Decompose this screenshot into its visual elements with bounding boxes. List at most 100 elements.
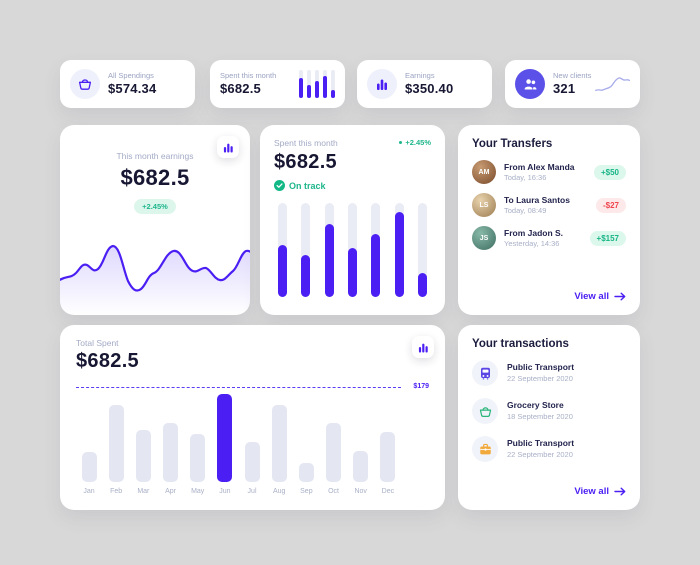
transfer-name: From Alex Manda (504, 161, 575, 172)
mini-bar-fill (315, 81, 319, 98)
month-bar-area (353, 394, 369, 482)
transfer-row[interactable]: LS To Laura Santos Today, 08:49 -$27 (472, 193, 626, 217)
month-column[interactable]: May (187, 387, 209, 495)
stat-card-new-clients[interactable]: New clients 321 (505, 60, 640, 108)
bar-fill (417, 272, 427, 297)
transaction-text: Grocery Store 18 September 2020 (507, 400, 573, 422)
bar-track (324, 203, 334, 297)
bar-track (394, 203, 404, 297)
month-column[interactable]: Sep (295, 387, 317, 495)
people-icon (515, 69, 545, 99)
transfer-text: From Jadon S. Yesterday, 14:36 (504, 228, 563, 249)
month-label: Jan (83, 488, 95, 495)
month-label: Jul (247, 488, 257, 495)
clients-sparkline (594, 77, 630, 92)
mini-bar-track (323, 70, 327, 98)
month-bar-area (81, 394, 97, 482)
month-bar (190, 434, 206, 482)
monthly-bars: Jan Feb Mar Apr May Jun Jul Aug Sep Oct Nov Dec (78, 387, 399, 495)
spent-label: Spent this month (274, 138, 338, 148)
transactions-card: Your transactions Public Transport 22 Sep… (458, 325, 640, 510)
month-label: Oct (328, 488, 339, 495)
month-label: Apr (165, 488, 176, 495)
arrow-right-icon (614, 292, 626, 301)
spent-bar-chart (274, 203, 431, 297)
transaction-row[interactable]: Grocery Store 18 September 2020 (472, 398, 626, 424)
transaction-date: 22 September 2020 (507, 373, 573, 383)
arrow-right-icon (614, 487, 626, 496)
month-bar (298, 462, 314, 482)
month-column[interactable]: Mar (132, 387, 154, 495)
transfers-title: Your Transfers (472, 138, 553, 150)
avatar: LS (472, 193, 496, 217)
earnings-label: This month earnings (116, 151, 194, 161)
bar-fill (278, 245, 287, 297)
month-bar (135, 430, 151, 482)
stat-card-spent-month[interactable]: Spent this month $682.5 (210, 60, 345, 108)
total-spent-label: Total Spent (76, 338, 119, 348)
basket-icon (472, 398, 498, 424)
transactions-view-all-link[interactable]: View all (574, 486, 626, 497)
month-column[interactable]: Oct (323, 387, 345, 495)
month-bar (244, 441, 260, 482)
month-column[interactable]: Jul (241, 387, 263, 495)
check-circle-icon (274, 180, 285, 191)
month-column[interactable]: Feb (105, 387, 127, 495)
bar-track (417, 203, 427, 297)
transfer-row[interactable]: AM From Alex Manda Today, 16:36 +$50 (472, 160, 626, 184)
month-column[interactable]: Nov (350, 387, 372, 495)
transaction-row[interactable]: Public Transport 22 September 2020 (472, 360, 626, 386)
bar-track (347, 203, 357, 297)
month-label: Sep (300, 488, 313, 495)
bar-fill (371, 234, 381, 297)
month-column[interactable]: Aug (268, 387, 290, 495)
threshold-dashed-line (76, 387, 401, 388)
month-bar-area (271, 394, 287, 482)
transfer-time: Yesterday, 14:36 (504, 238, 560, 248)
month-column[interactable]: Dec (377, 387, 399, 495)
month-label: May (191, 488, 205, 495)
chart-toggle-button[interactable] (412, 336, 434, 358)
transactions-title: Your transactions (472, 338, 569, 350)
avatar: JS (472, 226, 496, 250)
transaction-date: 22 September 2020 (507, 449, 573, 459)
earnings-value: $682.5 (120, 165, 190, 190)
stat-card-all-spendings[interactable]: All Spendings $574.34 (60, 60, 195, 108)
transfers-list: AM From Alex Manda Today, 16:36 +$50 LS To La… (472, 160, 626, 250)
month-label: Aug (272, 488, 286, 495)
transaction-date: 18 September 2020 (507, 411, 573, 421)
stat-value: $350.40 (405, 80, 454, 96)
on-track-status: On track (274, 180, 431, 191)
month-bar (217, 394, 233, 482)
transaction-name: Grocery Store (507, 400, 564, 411)
month-bar (163, 423, 179, 482)
earnings-change-badge: +2.45% (134, 199, 176, 214)
month-column[interactable]: Apr (160, 387, 182, 495)
month-label: Feb (110, 488, 123, 495)
month-bar (326, 423, 342, 482)
stat-card-earnings[interactable]: Earnings $350.40 (357, 60, 492, 108)
month-bar-area (326, 394, 342, 482)
total-spent-chart: $179 Jan Feb Mar Apr May Jun Jul Aug Sep Oct Nov De… (76, 383, 429, 495)
month-column[interactable]: Jan (78, 387, 100, 495)
month-label: Mar (137, 488, 150, 495)
bar-fill (394, 212, 404, 297)
mini-bar-track (307, 70, 311, 98)
bar-track (371, 203, 381, 297)
transfer-row[interactable]: JS From Jadon S. Yesterday, 14:36 +$157 (472, 226, 626, 250)
bar-chart-icon (367, 69, 397, 99)
transfer-text: To Laura Santos Today, 08:49 (504, 195, 570, 216)
stat-label: Earnings (405, 71, 435, 81)
chart-toggle-button[interactable] (217, 136, 239, 158)
earnings-line-chart (60, 244, 250, 315)
transfers-card: Your Transfers AM From Alex Manda Today, 1… (458, 125, 640, 315)
mini-bar-track (315, 70, 319, 98)
case-icon (472, 436, 498, 462)
transaction-row[interactable]: Public Transport 22 September 2020 (472, 436, 626, 462)
transaction-text: Public Transport 22 September 2020 (507, 362, 574, 384)
transfers-view-all-link[interactable]: View all (574, 291, 626, 302)
transactions-list: Public Transport 22 September 2020 Grocery… (472, 360, 626, 462)
spent-value: $682.5 (274, 151, 337, 173)
month-column[interactable]: Jun (214, 387, 236, 495)
mini-bar-fill (323, 76, 327, 98)
